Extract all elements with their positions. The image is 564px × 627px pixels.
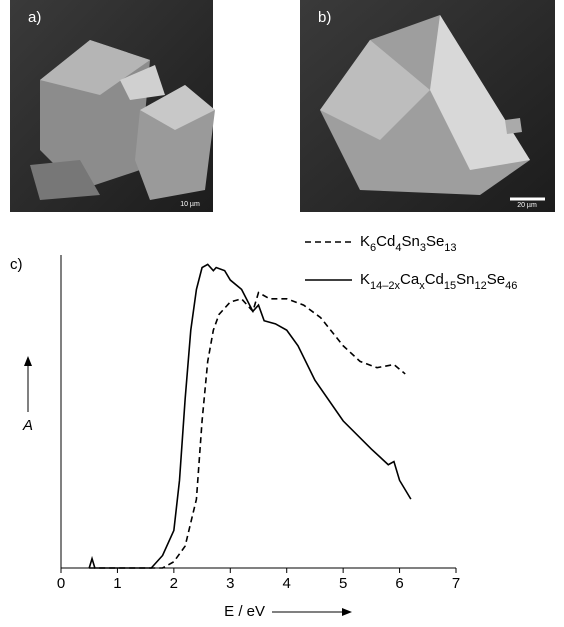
x-tick-label: 3	[226, 575, 234, 592]
x-tick-label: 0	[57, 575, 65, 592]
y-axis-label: A	[22, 417, 33, 434]
scale-label: 20 µm	[517, 202, 537, 209]
x-tick-label: 5	[339, 575, 347, 592]
figure: a) 10 µm b) 20 µm c) A E / eV 0 1 2 3 4 5 6 7 K6…	[0, 0, 564, 627]
image-b: b) 20 µm	[300, 0, 555, 212]
image-label: b)	[318, 9, 331, 26]
legend-label: K14–2xCaxCd15Sn12Se46	[360, 271, 517, 292]
x-tick-label: 6	[395, 575, 403, 592]
scale-label: 10 µm	[180, 201, 200, 208]
image-label: a)	[28, 9, 41, 26]
x-tick-label: 4	[283, 575, 291, 592]
plot: 0 1 2 3 4 5 6 7 K6Cd4Sn3Se13 K14–2xCaxCd15Sn12Se4…	[57, 233, 518, 592]
series-line	[89, 293, 405, 568]
page: a) 10 µm b) 20 µm c) A E / eV 0 1 2 3 4 5 6 7 K6…	[0, 0, 564, 627]
x-tick-label: 1	[113, 575, 121, 592]
legend-label: K6Cd4Sn3Se13	[360, 233, 457, 254]
panel-label: c)	[10, 256, 23, 273]
image-a: a) 10 µm	[10, 0, 262, 212]
y-arrow-head	[24, 356, 32, 366]
x-tick-label: 7	[452, 575, 460, 592]
x-axis-label: E / eV	[224, 603, 265, 620]
x-tick-label: 2	[170, 575, 178, 592]
x-arrow-head	[342, 608, 352, 616]
series-line	[89, 264, 411, 568]
